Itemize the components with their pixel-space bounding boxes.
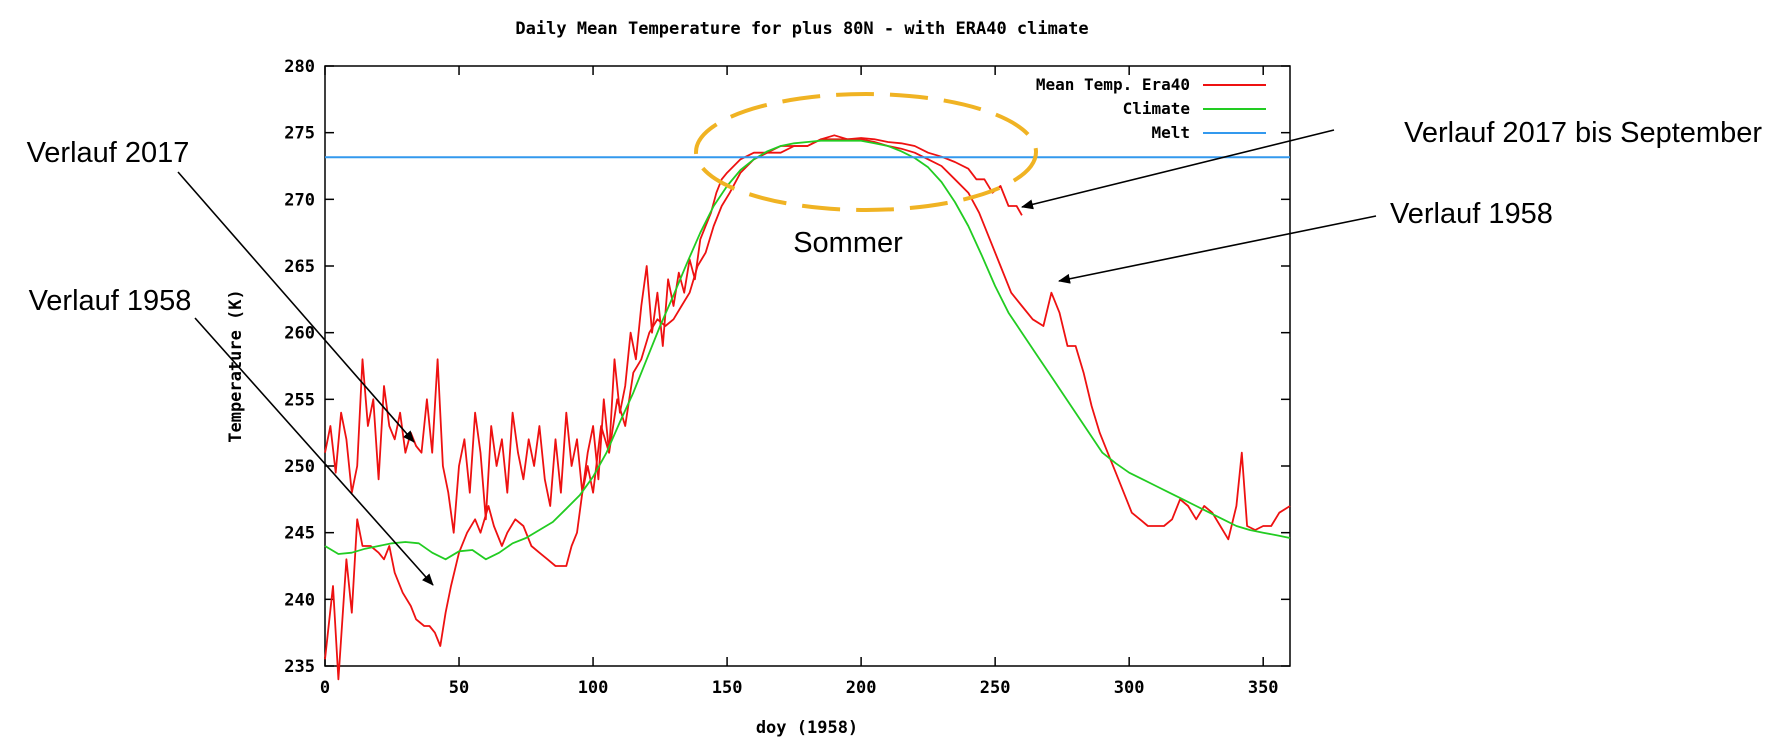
legend-label-melt: Melt xyxy=(1151,123,1190,142)
plot-frame xyxy=(324,65,1291,667)
y-tick-label: 265 xyxy=(284,257,315,277)
x-tick-label: 150 xyxy=(712,678,743,698)
legend-label-climate: Climate xyxy=(1123,99,1190,118)
y-tick-label: 245 xyxy=(284,524,315,544)
arrow-verlauf-1958-left xyxy=(194,317,434,586)
x-tick-label: 250 xyxy=(980,678,1011,698)
y-tick-label: 250 xyxy=(284,457,315,477)
x-tick-label: 350 xyxy=(1248,678,1279,698)
arrow-verlauf-1958-right xyxy=(1058,215,1377,284)
y-tick-label: 270 xyxy=(284,190,315,210)
arrow-verlauf-2017-left xyxy=(177,171,415,443)
arrow-verlauf-2017-september xyxy=(1021,129,1335,210)
summer-highlight-ellipse xyxy=(694,92,1038,212)
legend-label-mean-temp: Mean Temp. Era40 xyxy=(1036,75,1190,94)
x-axis: 0 50 100 150 200 250 300 350 xyxy=(320,66,1279,698)
y-axis: 235 240 245 250 255 260 265 270 275 280 xyxy=(284,57,1290,677)
annotation-verlauf-2017-september: Verlauf 2017 bis September xyxy=(1404,117,1762,149)
series-climate-line xyxy=(324,139,1291,561)
x-axis-label: doy (1958) xyxy=(756,718,858,738)
plot-area xyxy=(324,65,1291,667)
y-tick-label: 235 xyxy=(284,657,315,677)
x-tick-label: 0 xyxy=(320,678,330,698)
legend: Mean Temp. Era40 Climate Melt xyxy=(1036,75,1266,142)
y-tick-label: 255 xyxy=(284,390,315,410)
x-tick-label: 50 xyxy=(449,678,469,698)
x-tick-label: 300 xyxy=(1114,678,1145,698)
annotation-verlauf-1958-right: Verlauf 1958 xyxy=(1390,198,1553,230)
y-tick-label: 260 xyxy=(284,324,315,344)
y-tick-label: 280 xyxy=(284,57,315,77)
chart-title: Daily Mean Temperature for plus 80N - wi… xyxy=(515,19,1088,39)
series-mean-temp-2017-line xyxy=(324,134,1023,534)
y-tick-label: 275 xyxy=(284,124,315,144)
annotation-verlauf-2017-left: Verlauf 2017 xyxy=(27,137,190,169)
series-group xyxy=(324,134,1291,681)
x-tick-label: 200 xyxy=(846,678,877,698)
series-mean-temp-1958-line xyxy=(324,138,1291,681)
y-axis-label: Temperature (K) xyxy=(226,289,246,443)
annotation-verlauf-1958-left: Verlauf 1958 xyxy=(29,285,192,317)
x-tick-label: 100 xyxy=(578,678,609,698)
y-tick-label: 240 xyxy=(284,590,315,610)
annotation-sommer: Sommer xyxy=(793,227,903,259)
